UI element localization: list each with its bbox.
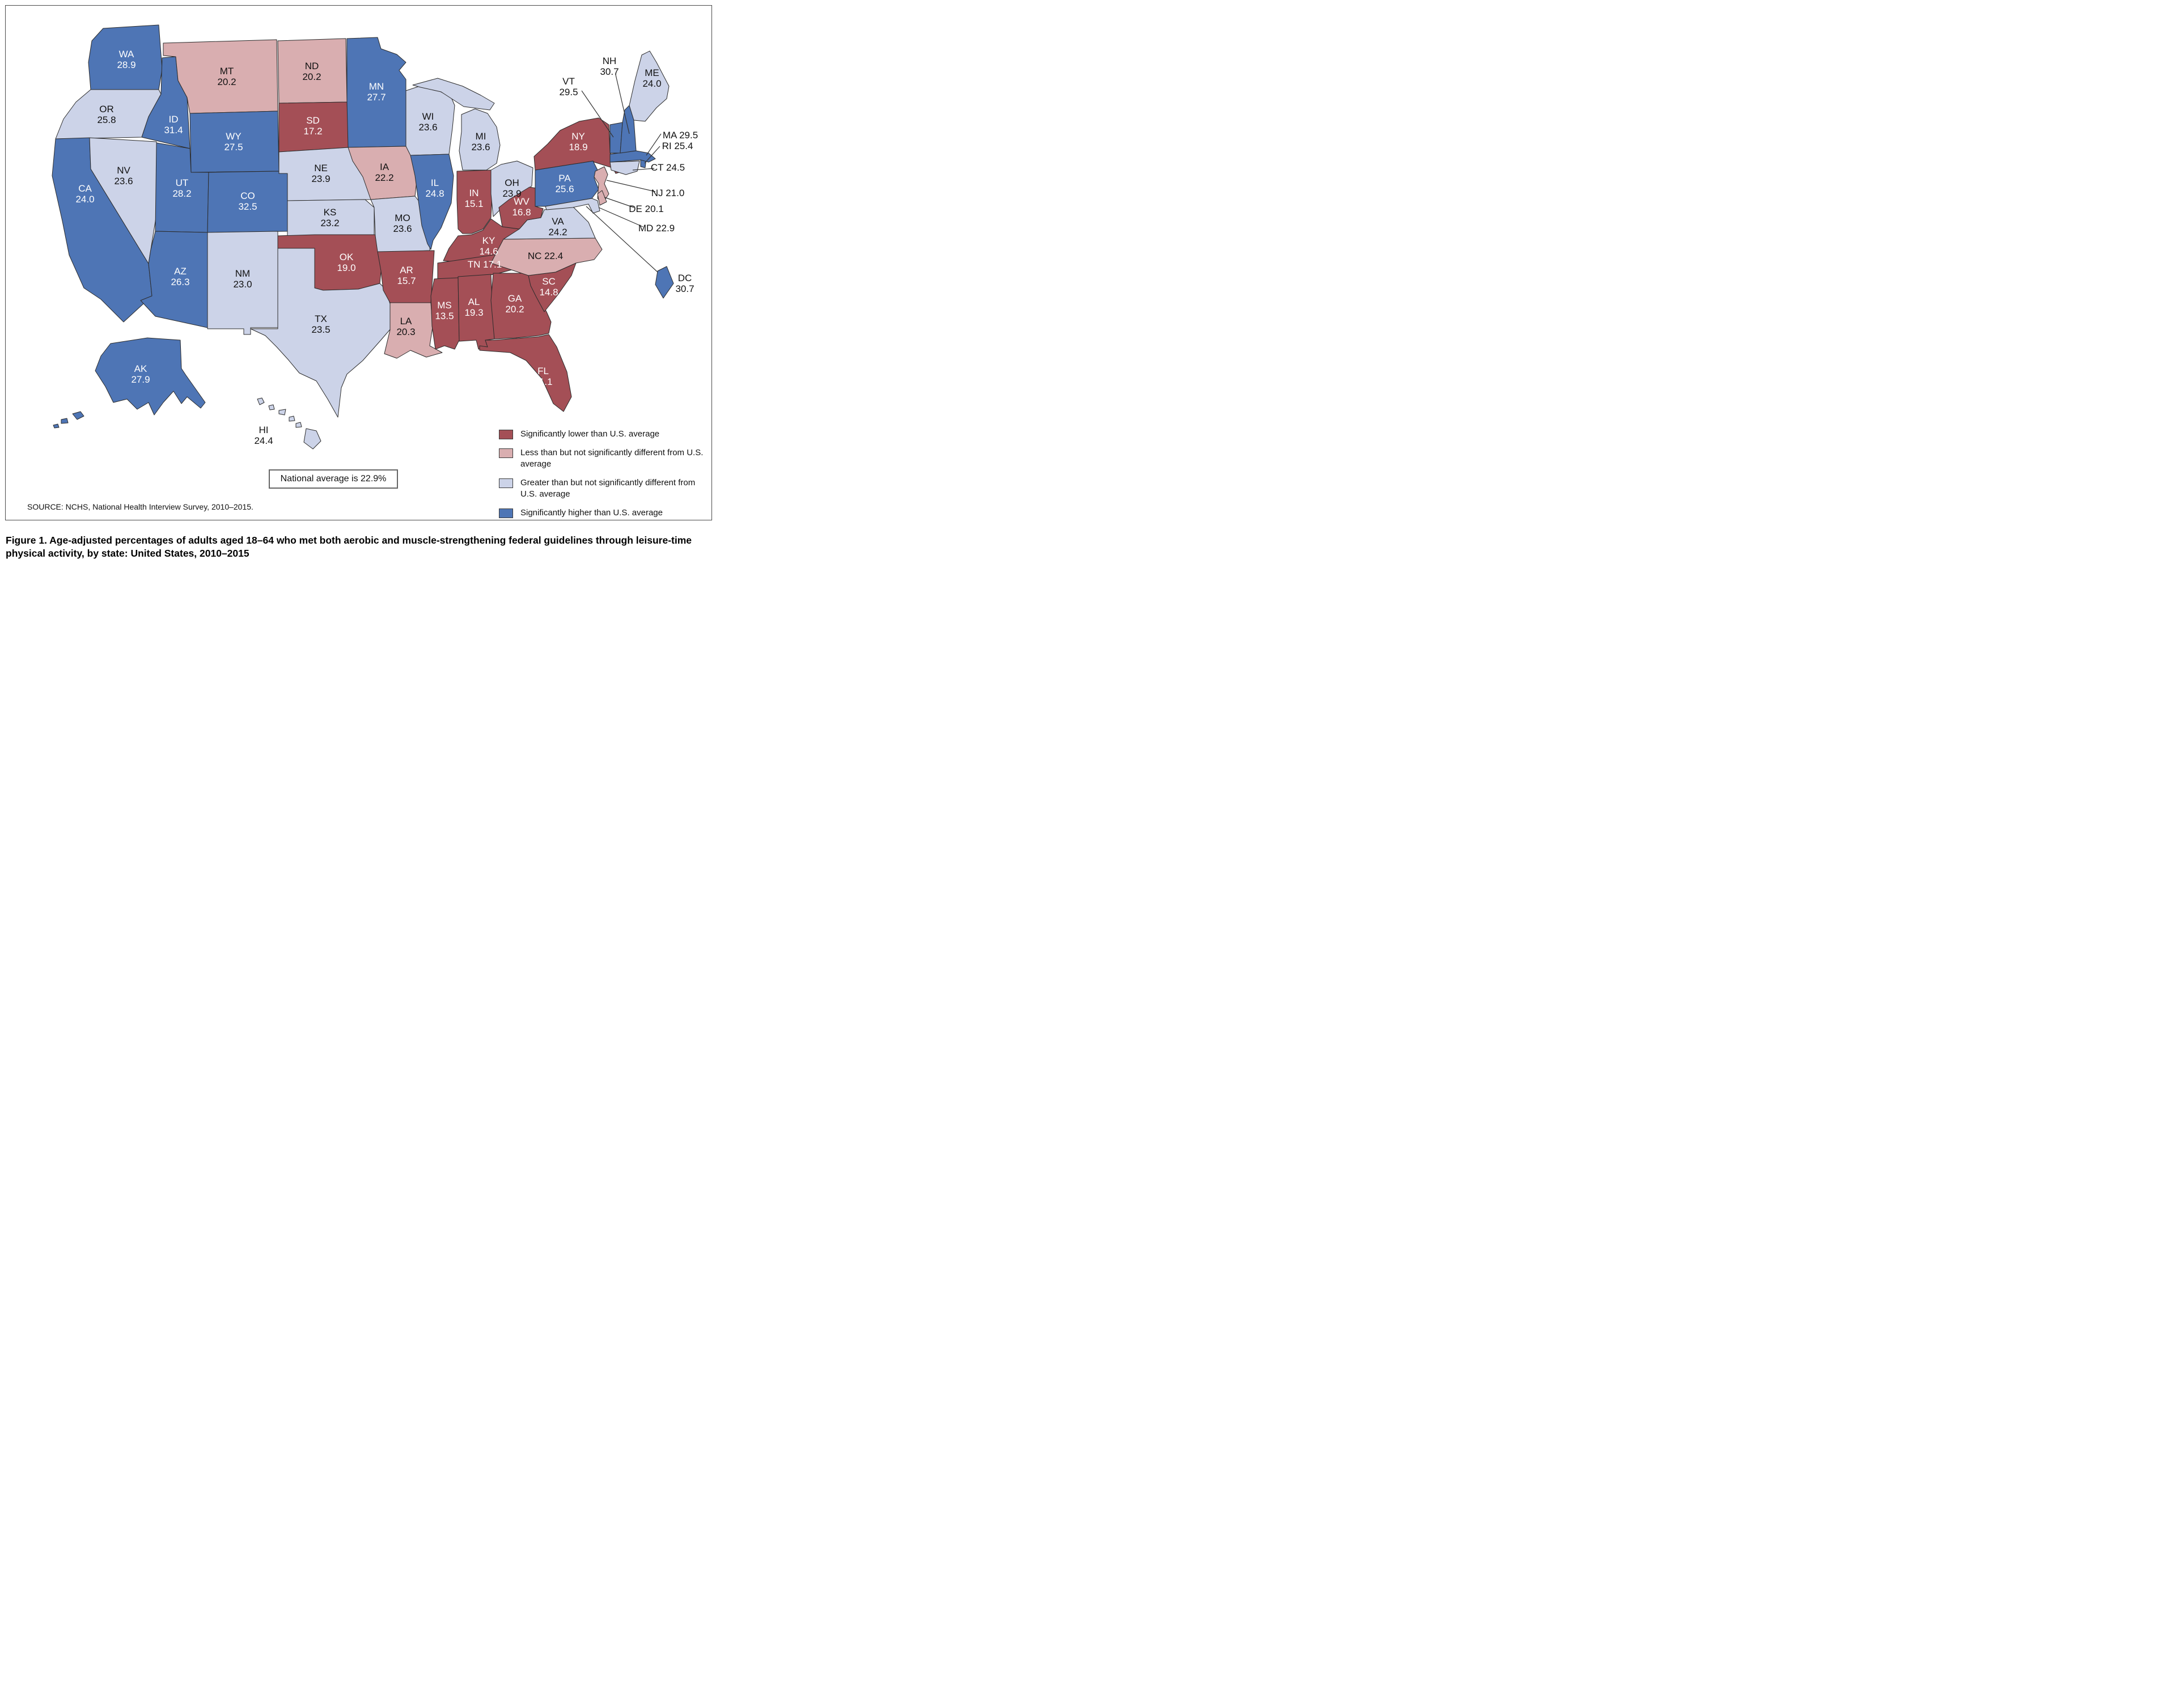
callout-line-ct: [632, 168, 655, 171]
state-label-nc: NC 22.4: [528, 251, 563, 261]
state-label-de: DE 20.1: [629, 204, 663, 214]
state-label-nh: NH 30.7: [600, 56, 619, 77]
state-label-il: IL 24.8: [425, 177, 444, 199]
state-label-nj: NJ 21.0: [651, 188, 685, 198]
callout-line-dc: [586, 206, 658, 273]
state-label-pa: PA 25.6: [555, 173, 574, 194]
state-label-ut: UT 28.2: [172, 177, 191, 199]
state-label-mn: MN 27.7: [367, 81, 386, 103]
state-label-ar: AR 15.7: [397, 265, 416, 286]
state-label-ak: AK 27.9: [131, 363, 150, 385]
state-ct: [609, 160, 640, 175]
callout-line-ri: [644, 146, 660, 164]
state-label-al: AL 19.3: [464, 296, 483, 318]
state-me: [629, 50, 670, 122]
source-note: SOURCE: NCHS, National Health Interview …: [27, 502, 253, 511]
state-label-mt: MT 20.2: [217, 66, 236, 87]
state-label-oh: OH 23.9: [502, 177, 521, 199]
state-label-ms: MS 13.5: [435, 300, 454, 321]
state-label-co: CO 32.5: [238, 190, 257, 212]
legend-label-lower-ns: Less than but not significantly differen…: [520, 447, 704, 469]
state-label-tn: TN 17.1: [468, 259, 502, 270]
legend-swatch-sig-lower: [499, 430, 513, 439]
state-label-mo: MO 23.6: [393, 213, 412, 234]
legend-swatch-higher-ns: [499, 478, 513, 488]
state-hi: [257, 397, 321, 450]
state-nv: [89, 137, 157, 264]
state-label-ga: GA 20.2: [505, 293, 524, 315]
state-label-ok: OK 19.0: [337, 252, 355, 273]
state-label-ct: CT 24.5: [651, 162, 685, 173]
callout-line-ma: [646, 133, 662, 156]
state-label-ny: NY 18.9: [569, 131, 587, 152]
state-tx: [250, 248, 395, 418]
state-label-tx: TX 23.5: [311, 313, 330, 335]
state-label-ri: RI 25.4: [662, 141, 693, 151]
map-figure-frame: WA 28.9 OR 25.8 CA 24.0 NV 23.6 ID 31.4 MT 20.2 WY 27…: [5, 5, 712, 520]
state-label-or: OR 25.8: [97, 104, 116, 125]
state-label-wv: WV 16.8: [512, 196, 531, 218]
state-label-va: VA 24.2: [548, 216, 567, 238]
us-choropleth-map: WA 28.9 OR 25.8 CA 24.0 NV 23.6 ID 31.4 MT 20.2 WY 27…: [52, 24, 698, 450]
state-label-wi: WI 23.6: [418, 111, 437, 133]
state-il: [410, 154, 454, 250]
state-label-ks: KS 23.2: [320, 207, 339, 228]
state-label-fl: FL 21.1: [533, 366, 552, 387]
state-label-ia: IA 22.2: [375, 162, 393, 183]
state-label-nm: NM 23.0: [233, 268, 252, 290]
state-label-dc: DC 30.7: [675, 273, 694, 294]
state-label-id: ID 31.4: [164, 114, 183, 135]
legend-swatch-sig-higher: [499, 508, 513, 518]
figure-caption: Figure 1. Age-adjusted percentages of ad…: [6, 535, 692, 560]
callout-line-nh: [615, 74, 630, 134]
state-wa: [88, 24, 163, 90]
state-label-ca: CA 24.0: [75, 183, 94, 205]
state-label-sc: SC 14.8: [539, 276, 558, 298]
state-label-ne: NE 23.9: [311, 163, 330, 184]
state-label-az: AZ 26.3: [171, 266, 189, 287]
state-dc: [655, 266, 674, 299]
state-label-la: LA 20.3: [396, 316, 415, 337]
legend-label-sig-higher: Significantly higher than U.S. average: [520, 507, 663, 518]
state-label-in: IN 15.1: [464, 188, 483, 209]
national-average-box: National average is 22.9%: [269, 469, 398, 489]
state-fl: [479, 334, 572, 412]
callout-line-md: [598, 207, 643, 227]
legend-label-higher-ns: Greater than but not significantly diffe…: [520, 477, 696, 499]
state-label-nd: ND 20.2: [302, 61, 321, 82]
legend-item-higher-ns: Greater than but not significantly diffe…: [499, 477, 710, 500]
state-label-me: ME 24.0: [642, 67, 661, 89]
state-md: [545, 198, 600, 214]
state-ma: [609, 150, 656, 163]
state-ks: [287, 199, 375, 236]
state-label-wa: WA 28.9: [117, 49, 135, 70]
state-label-ky: KY 14.6: [479, 235, 498, 257]
legend-swatch-lower-ns: [499, 448, 513, 458]
state-mt: [163, 39, 278, 114]
state-mi: [412, 78, 501, 171]
state-label-sd: SD 17.2: [303, 115, 322, 137]
state-label-vt: VT 29.5: [559, 76, 578, 98]
state-label-hi: HI 24.4: [254, 425, 273, 446]
callout-line-vt: [581, 90, 614, 138]
legend-item-sig-lower: Significantly lower than U.S. average: [499, 429, 710, 440]
callout-line-de: [604, 197, 634, 208]
state-ak: [53, 337, 206, 429]
state-mn: [346, 37, 406, 148]
callout-line-nj: [606, 180, 656, 192]
national-average-text: National average is 22.9%: [280, 474, 387, 484]
legend-label-sig-lower: Significantly lower than U.S. average: [520, 429, 660, 439]
legend: Significantly lower than U.S. average Les…: [499, 429, 710, 526]
state-label-md: MD 22.9: [638, 223, 675, 234]
legend-item-sig-higher: Significantly higher than U.S. average: [499, 507, 710, 519]
state-label-mi: MI 23.6: [471, 131, 490, 152]
state-de: [597, 190, 607, 206]
state-label-wy: WY 27.5: [224, 131, 243, 152]
state-label-ma: MA 29.5: [663, 130, 698, 141]
legend-item-lower-ns: Less than but not significantly differen…: [499, 447, 710, 470]
state-label-nv: NV 23.6: [114, 165, 133, 187]
